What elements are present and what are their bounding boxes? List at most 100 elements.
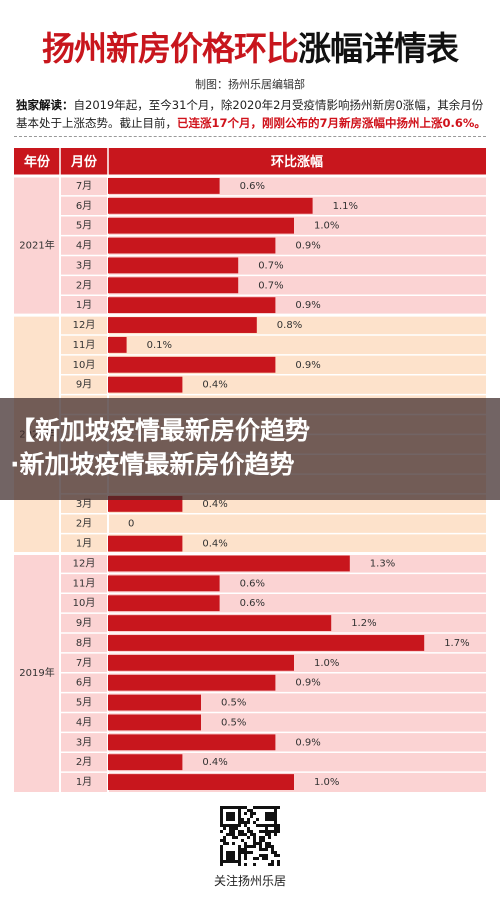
qr-cell <box>238 812 241 815</box>
qr-cell <box>274 827 277 830</box>
month-label: 2月 <box>76 756 92 768</box>
qr-cell <box>232 830 235 833</box>
qr-cell <box>268 806 271 809</box>
qr-cell <box>259 842 262 845</box>
qr-cell <box>265 818 268 821</box>
qr-cell <box>226 818 229 821</box>
qr-cell <box>232 818 235 821</box>
bar <box>108 654 294 671</box>
value-label: 0.8% <box>277 320 302 331</box>
qr-cell <box>268 818 271 821</box>
qr-cell <box>235 860 238 863</box>
month-label: 3月 <box>76 736 92 748</box>
qr-cell <box>229 824 232 827</box>
qr-cell <box>247 809 250 812</box>
qr-cell <box>262 830 265 833</box>
qr-cell <box>268 815 271 818</box>
value-label: 0.6% <box>240 578 265 589</box>
qr-cell <box>271 806 274 809</box>
month-label: 10月 <box>73 597 96 609</box>
qr-cell <box>271 863 274 866</box>
qr-cell <box>244 863 247 866</box>
qr-cell <box>253 839 256 842</box>
bar <box>108 674 276 691</box>
qr-cell <box>220 854 223 857</box>
qr-cell <box>274 854 277 857</box>
value-label: 0.4% <box>202 380 227 391</box>
qr-cell <box>262 848 265 851</box>
qr-cell <box>256 818 259 821</box>
qr-cell <box>274 830 277 833</box>
value-label: 1.0% <box>314 658 339 669</box>
qr-cell <box>226 806 229 809</box>
qr-cell <box>253 806 256 809</box>
qr-cell <box>238 815 241 818</box>
qr-cell <box>220 863 223 866</box>
qr-cell <box>247 821 250 824</box>
qr-cell <box>244 821 247 824</box>
qr-cell <box>235 806 238 809</box>
qr-cell <box>253 842 256 845</box>
qr-cell <box>226 824 229 827</box>
value-label: 0.6% <box>240 181 265 192</box>
qr-cell <box>277 863 280 866</box>
value-label: 0.9% <box>295 737 320 748</box>
qr-cell <box>241 851 244 854</box>
qr-cell <box>268 842 271 845</box>
qr-cell <box>244 833 247 836</box>
value-label: 0 <box>128 519 134 530</box>
qr-cell <box>271 815 274 818</box>
qr-cell <box>274 809 277 812</box>
qr-cell <box>256 824 259 827</box>
month-label: 12月 <box>73 557 96 569</box>
qr-cell <box>220 851 223 854</box>
qr-cell <box>274 851 277 854</box>
bar <box>108 615 332 632</box>
value-label: 0.5% <box>221 698 246 709</box>
year-label: 2019年 <box>19 666 54 679</box>
qr-cell <box>220 839 223 842</box>
qr-cell <box>241 848 244 851</box>
qr-cell <box>229 851 232 854</box>
qr-cell <box>268 845 271 848</box>
qr-cell <box>250 815 253 818</box>
qr-cell <box>220 824 223 827</box>
qr-cell <box>274 806 277 809</box>
month-label: 7月 <box>76 180 92 192</box>
qr-cell <box>271 845 274 848</box>
qr-cell <box>232 842 235 845</box>
qr-cell <box>253 857 256 860</box>
qr-cell <box>268 863 271 866</box>
bar <box>108 237 276 254</box>
qr-cell <box>265 815 268 818</box>
qr-cell <box>229 806 232 809</box>
qr-cell <box>229 818 232 821</box>
intro-part: 已连涨17个月，刚刚公布的7月新房涨幅中扬州上涨0.6%。 <box>177 116 486 130</box>
qr-cell <box>277 827 280 830</box>
qr-cell <box>256 857 259 860</box>
qr-cell <box>223 827 226 830</box>
qr-cell <box>241 839 244 842</box>
qr-cell <box>241 821 244 824</box>
qr-cell <box>238 854 241 857</box>
value-label: 0.4% <box>202 499 227 510</box>
value-label: 0.9% <box>295 241 320 252</box>
month-label: 9月 <box>76 617 92 629</box>
qr-cell <box>220 815 223 818</box>
intro: 独家解读：自2019年起，至今31个月，除2020年2月受疫情影响扬州新房0涨幅… <box>16 96 486 132</box>
qr-cell <box>265 842 268 845</box>
qr-cell <box>238 857 241 860</box>
qr-cell <box>232 854 235 857</box>
bar <box>108 178 220 194</box>
qr-cell <box>274 824 277 827</box>
qr-cell <box>241 818 244 821</box>
qr-cell <box>250 812 253 815</box>
qr-cell <box>262 806 265 809</box>
qr-cell <box>271 824 274 827</box>
qr-cell <box>238 860 241 863</box>
qr-cell <box>256 842 259 845</box>
qr-cell <box>226 857 229 860</box>
qr-cell <box>241 830 244 833</box>
qr-cell <box>235 827 238 830</box>
